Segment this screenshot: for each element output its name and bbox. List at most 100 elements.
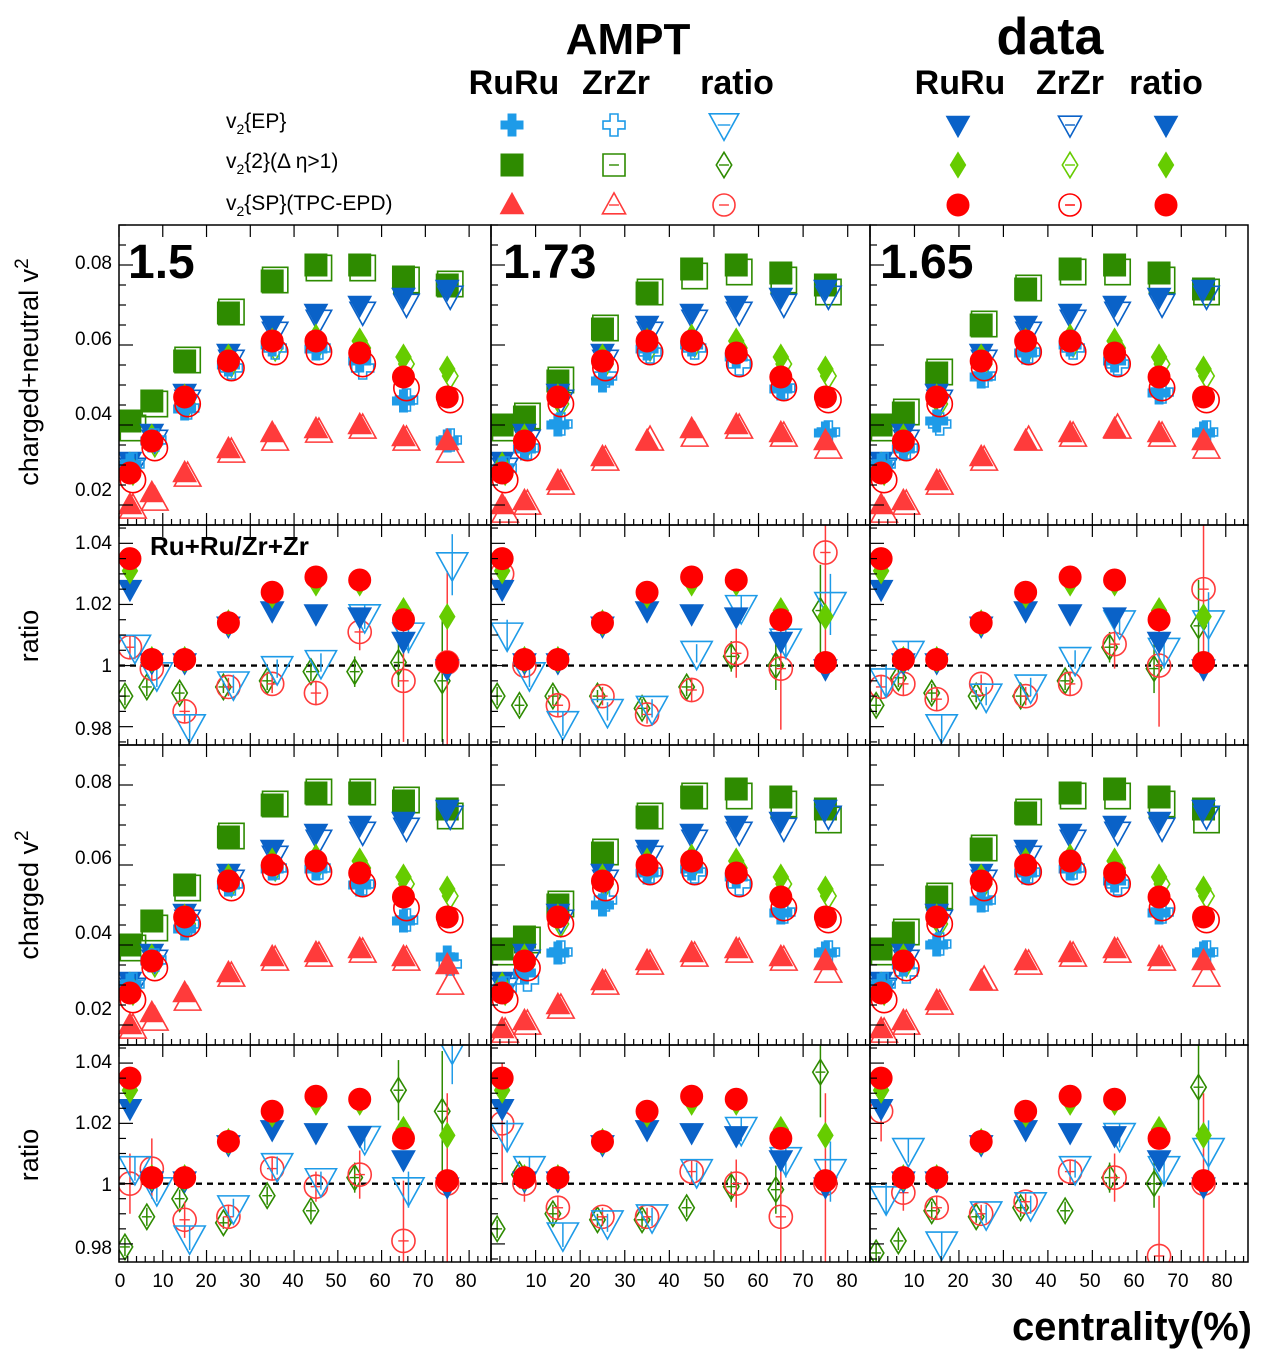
panel-frame-r3-c0 — [118, 1044, 492, 1263]
ampt_ruru_2-point — [216, 301, 240, 325]
panel-r2-c2 — [870, 777, 1222, 1043]
legend-ampt-zrzr-2-open-square-marker — [602, 153, 626, 177]
legend-ampt-ratio-sp-open-circle-marker — [712, 193, 736, 217]
ratio_ep-point — [590, 698, 625, 730]
data_ruru_sp-point — [435, 385, 459, 409]
ampt_zrzr_ep-point — [549, 412, 573, 436]
data_zrzr_sp-point — [892, 434, 920, 462]
tick-label: 1.04 — [75, 1052, 112, 1073]
ratio_sp-point — [391, 668, 416, 694]
ampt_ruru_2-point — [1147, 261, 1171, 285]
ratio_ep-point — [590, 1210, 625, 1241]
header-ampt-zrzr: ZrZr — [582, 64, 650, 102]
tick-label: 10 — [903, 1271, 924, 1292]
data-ratio_ep-point — [1102, 607, 1127, 630]
data-ratio_sp-point — [546, 1166, 570, 1190]
data-ratio_sp-point — [891, 1166, 915, 1190]
ampt_ruru_sp-point — [634, 427, 660, 451]
ampt_ruru_2-point — [119, 409, 142, 433]
ratio_sp-point — [813, 540, 838, 565]
x-ticks-col3: 10 20 30 40 50 60 70 80 — [903, 1271, 1232, 1292]
ampt_ruru_2-point — [969, 313, 993, 337]
tick-label: 60 — [1123, 1271, 1144, 1292]
x-axis-title: centrality(%) — [1012, 1305, 1252, 1349]
panel-r3-c0 — [119, 1045, 491, 1262]
ratio_ep-point — [813, 591, 848, 623]
ratio_sp-point — [1057, 671, 1083, 697]
data_zrzr_sp-point — [349, 870, 377, 898]
data_ruru_sp-point — [391, 885, 415, 909]
data_ruru_sp-point — [724, 861, 748, 885]
data_ruru_sp-point — [813, 385, 837, 409]
data-ratio_ep-point — [1146, 1150, 1172, 1173]
legend-ampt-ruru-2-square-marker — [500, 153, 524, 177]
data-ratio_sp-point — [1192, 1169, 1216, 1193]
data_zrzr_sp-point — [217, 874, 245, 902]
ampt_ruru_2-point — [173, 873, 197, 897]
ampt_zrzr_sp-point — [435, 968, 465, 995]
data_ruru_2-point — [1195, 875, 1212, 903]
data_ruru_sp-point — [304, 849, 328, 873]
legend-row-2: v2{2}(Δ η>1) — [226, 150, 338, 177]
ratio_ep-point — [491, 1122, 525, 1154]
data_ruru_2-point — [817, 355, 834, 383]
data-ratio_sp-point — [590, 611, 614, 635]
data-ratio_sp-point — [969, 1129, 993, 1153]
legend-row-ep: v2{EP} — [226, 110, 286, 137]
data-ratio_sp-point — [1147, 1126, 1171, 1150]
data_zrzr_sp-point — [1148, 894, 1176, 922]
ampt_ruru_sp-point — [768, 943, 794, 967]
ratio_ep-point — [1013, 1192, 1048, 1223]
legend-data-ruru-ep-triangle-marker — [945, 115, 971, 139]
data-ratio_ep-point — [1102, 1126, 1127, 1149]
panel-r2-c1 — [491, 777, 844, 1043]
data-ratio_sp-point — [435, 651, 459, 674]
ratio_2-point — [138, 1202, 156, 1231]
ratio_ep-point — [119, 634, 152, 666]
data-ratio_ep-point — [679, 1123, 705, 1146]
ampt_ruru_2-point — [491, 937, 514, 961]
data-ratio_ep-point — [303, 604, 329, 627]
data-ratio_sp-point — [680, 1084, 704, 1108]
ampt_ruru_sp-point — [303, 939, 329, 963]
ratio_sp-point — [723, 640, 749, 666]
data_ruru_ep-point — [813, 279, 838, 303]
ampt_ruru_ep-point — [546, 413, 570, 437]
panel-r2-c0 — [119, 778, 465, 1039]
data_zrzr_sp-point — [870, 466, 898, 494]
ampt_ruru_sp-point — [924, 987, 950, 1011]
data-ratio_sp-point — [119, 547, 142, 571]
tick-label: 0 — [115, 1271, 126, 1292]
ampt_ruru_2-point — [769, 261, 793, 285]
ampt_ruru_2-point — [304, 253, 328, 277]
y-title-ratio-top: ratio — [14, 610, 44, 663]
data_ruru_sp-point — [391, 365, 415, 389]
data_zrzr_sp-point — [1015, 338, 1043, 366]
ratio_sp-point — [768, 1204, 794, 1230]
ratio_sp-point — [259, 671, 285, 697]
ampt_ruru_sp-point — [1013, 947, 1039, 971]
tick-label: 0.04 — [75, 404, 112, 425]
ratio_2-point — [889, 1226, 907, 1256]
ampt_zrzr_ep-point — [549, 940, 573, 964]
data_ruru_ep-point — [768, 287, 794, 311]
ampt_ruru_sp-point — [216, 435, 241, 459]
tick-label: 10 — [525, 1271, 546, 1292]
ratio_2-point — [491, 1214, 506, 1244]
ratio_ep-point — [440, 1045, 464, 1067]
ratio_ep-point — [491, 622, 525, 653]
ratio_ep-point — [969, 1201, 1004, 1232]
data_zrzr_sp-point — [491, 986, 519, 1014]
ratio_ep-point — [216, 1195, 251, 1226]
ampt_ruru_2-point — [891, 401, 915, 425]
ampt_ruru_sp-point — [119, 491, 143, 515]
tick-label: 1.02 — [75, 594, 112, 615]
data_ruru_ep-point — [1102, 295, 1127, 319]
panel-frame-r1-c2 — [869, 524, 1249, 746]
ratio_2-point — [870, 691, 885, 720]
ratio_2-point — [491, 681, 506, 711]
ampt_ruru_2-point — [260, 793, 284, 817]
ratio_sp-point — [216, 1204, 241, 1230]
legend-row-sp: v2{SP}(TPC-EPD) — [226, 192, 393, 219]
data_ruru_ep-point — [679, 823, 705, 847]
